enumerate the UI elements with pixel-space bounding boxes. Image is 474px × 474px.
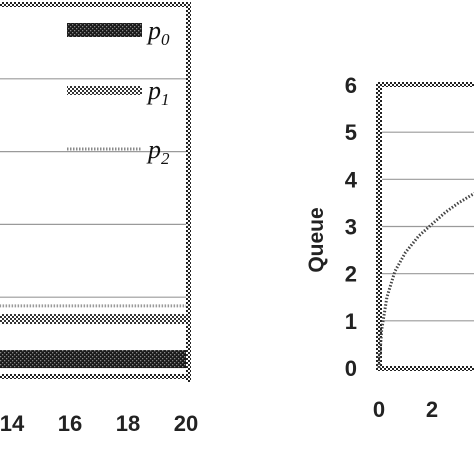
series-p1-line	[0, 314, 186, 325]
left-right-border	[186, 2, 191, 382]
left-legend: p0 p1 p2	[67, 16, 170, 168]
y-tick-label: 6	[345, 73, 357, 98]
legend-label: p1	[146, 76, 170, 109]
y-tick-label: 3	[345, 215, 357, 240]
x-tick-label: 16	[58, 411, 82, 436]
right-gridlines	[379, 131, 474, 322]
series-p0-line	[0, 350, 186, 369]
left-gridlines	[0, 78, 186, 298]
queue-series-line	[377, 192, 474, 369]
right-plot-frame	[376, 82, 474, 371]
y-tick-label: 2	[345, 262, 357, 287]
left-chart: 14 16 18 20 p0 p1 p2	[0, 2, 198, 436]
x-tick-label: 18	[116, 411, 140, 436]
right-bottom-border	[376, 366, 474, 371]
legend-label: p0	[146, 16, 170, 49]
right-series-lines	[377, 192, 474, 369]
x-tick-label: 2	[426, 397, 438, 422]
left-x-tick-labels: 14 16 18 20	[0, 411, 198, 436]
left-top-border	[0, 2, 190, 7]
legend-swatch-p1	[67, 86, 142, 95]
y-tick-label: 4	[345, 167, 358, 192]
x-tick-label: 14	[0, 411, 25, 436]
left-plot-frame	[0, 2, 191, 382]
legend-swatch-p0	[67, 23, 142, 37]
right-top-border	[379, 82, 474, 87]
y-tick-label: 0	[345, 356, 357, 381]
legend-label: p2	[146, 135, 170, 168]
x-tick-label: 0	[373, 397, 385, 422]
right-y-tick-labels: 0 1 2 3 4 5 6	[345, 73, 358, 381]
x-tick-label: 20	[174, 411, 198, 436]
y-tick-label: 5	[345, 120, 357, 145]
right-left-border	[376, 82, 382, 368]
y-tick-label: 1	[345, 309, 357, 334]
right-y-axis-label: Queue	[305, 207, 328, 272]
left-series-lines	[0, 304, 186, 369]
left-bottom-border	[0, 374, 190, 379]
